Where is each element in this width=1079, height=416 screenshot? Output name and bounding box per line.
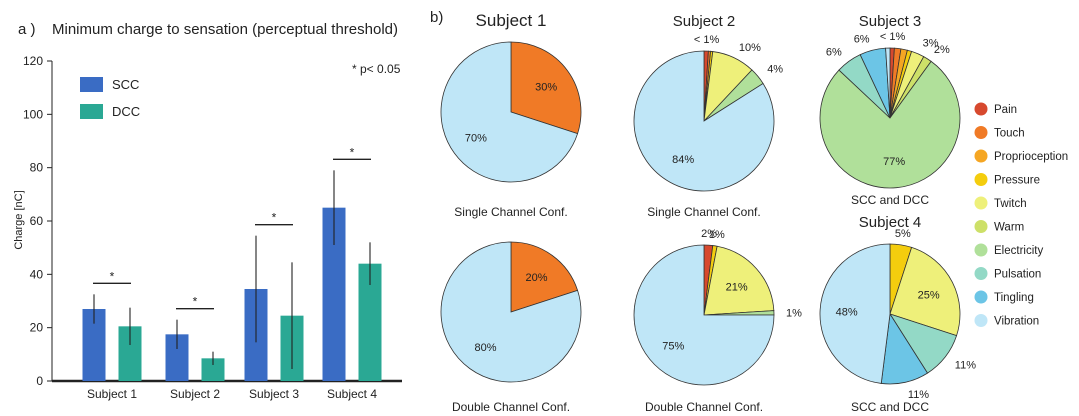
pie-title: Subject 2 [673, 13, 736, 30]
pie-caption: Double Channel Conf. [452, 400, 570, 414]
pie-slice-label: 80% [474, 342, 496, 354]
pie-slice-label: 21% [726, 281, 748, 293]
pie-slice-vibration [633, 244, 775, 386]
pie-slice-label: < 1% [880, 31, 906, 43]
pie-legend: Pain Touch Proprioception Pressure Twitch War… [974, 102, 1068, 328]
pie-slice-label: < 1% [694, 34, 720, 46]
pie-slice-label: 1% [786, 307, 802, 319]
x-tick-label: Subject 1 [87, 387, 137, 401]
significance-star: * [193, 295, 198, 309]
y-tick-label: 80 [30, 161, 44, 175]
pie-caption: Single Channel Conf. [454, 205, 567, 219]
pie-slice-label: 6% [854, 34, 870, 46]
pie-slice-label: 11% [955, 359, 976, 371]
legend-label-twitch: Twitch [994, 198, 1027, 210]
pie-slice-label: 25% [918, 289, 940, 301]
legend-dot-pain [974, 102, 988, 116]
pie-slice-label: 6% [826, 47, 842, 59]
legend-label-pain: Pain [994, 104, 1017, 116]
significance-note: * p< 0.05 [352, 62, 401, 76]
y-tick-label: 0 [36, 374, 43, 388]
legend-label-dcc: DCC [112, 104, 140, 119]
legend-dot-vibration [974, 314, 988, 327]
x-tick-label: Subject 4 [327, 387, 377, 401]
pie-slice-touch [510, 41, 582, 135]
pie-title: Subject 1 [476, 11, 547, 30]
bar-chart: 0 20 40 60 80 100 120 Subject 1 * Subject 2 * Subje… [23, 54, 402, 401]
pie-slice-vibration [440, 41, 579, 183]
pie-caption: Single Channel Conf. [647, 205, 760, 219]
legend-dot-electricity [974, 243, 988, 257]
bar-scc [322, 207, 346, 381]
legend-dot-pulsation [974, 267, 988, 280]
legend-dot-warm [974, 220, 988, 233]
pie-slice-twitch [703, 245, 775, 316]
pie-slice-label: 1% [709, 229, 725, 241]
pie-slice-vibration [440, 241, 582, 383]
pie-slice-electricity [819, 60, 961, 189]
pie-caption: SCC and DCC [851, 400, 929, 414]
pie-slice-touch [510, 241, 579, 313]
pie-caption: SCC and DCC [851, 193, 929, 207]
pie-slice-vibration [819, 243, 891, 384]
pie-slice-label: 70% [465, 133, 487, 145]
bar-dcc [358, 263, 382, 381]
y-tick-label: 120 [23, 54, 43, 68]
pie-charts: 30% 70% Subject 1 Single Channel Conf. 20% 80… [440, 11, 976, 414]
pie-slice-label: 5% [895, 228, 911, 240]
bar-scc [82, 309, 106, 381]
pie-slice-vibration [885, 47, 891, 119]
significance-star: * [110, 269, 115, 283]
legend-swatch-scc [80, 77, 103, 92]
y-tick-label: 100 [23, 107, 43, 121]
bar-dcc [118, 326, 142, 381]
pie-caption: Double Channel Conf. [645, 400, 763, 414]
pie-slice-label: 77% [883, 156, 905, 168]
bar-scc [165, 334, 189, 381]
bar-chart-title: Minimum charge to sensation (perceptual … [52, 21, 398, 38]
legend-label-proprioception: Proprioception [994, 151, 1068, 163]
legend-label-warm: Warm [994, 222, 1024, 234]
pie-slice-label: 2% [701, 228, 717, 240]
pie-title: Subject 4 [859, 214, 922, 231]
y-tick-label: 20 [30, 321, 44, 335]
legend-label-pulsation: Pulsation [994, 269, 1041, 281]
legend-dot-proprioception [974, 149, 988, 163]
legend-label-pressure: Pressure [994, 175, 1040, 187]
pie-slice-label: 75% [662, 341, 684, 353]
bar-chart-ylabel: Charge [nC] [13, 190, 25, 249]
pie-slice-label: 2% [934, 44, 950, 56]
significance-star: * [272, 211, 277, 225]
pie-slice-label: 4% [767, 64, 783, 76]
panel-b-label: b) [430, 9, 443, 26]
legend-swatch-dcc [80, 104, 103, 119]
bar-dcc [201, 358, 225, 381]
pie-slice-label: 20% [525, 272, 547, 284]
pie-title: Subject 3 [859, 13, 922, 30]
y-tick-label: 40 [30, 267, 44, 281]
pie-slice-label: 84% [672, 154, 694, 166]
legend-label-touch: Touch [994, 128, 1025, 140]
x-tick-label: Subject 2 [170, 387, 220, 401]
pie-slice-label: 10% [739, 42, 761, 54]
legend-label-tingling: Tingling [994, 292, 1034, 304]
y-tick-label: 60 [30, 214, 44, 228]
pie-slice-label: 48% [836, 306, 858, 318]
pie-slice-label: 30% [535, 82, 557, 94]
legend-dot-tingling [974, 290, 988, 304]
x-tick-label: Subject 3 [249, 387, 299, 401]
legend-dot-twitch [974, 196, 988, 210]
legend-label-vibration: Vibration [994, 316, 1039, 328]
significance-star: * [350, 145, 355, 159]
legend-label-scc: SCC [112, 77, 139, 92]
legend-dot-touch [974, 126, 988, 139]
panel-a-label: a ) [18, 21, 36, 38]
pie-slice-label: 11% [908, 389, 929, 401]
pie-slice-label: 3% [923, 38, 939, 50]
legend-dot-pressure [974, 173, 988, 186]
pie-slice-vibration [633, 50, 775, 192]
pie-slice-twitch [889, 246, 961, 337]
legend-label-electricity: Electricity [994, 245, 1043, 257]
